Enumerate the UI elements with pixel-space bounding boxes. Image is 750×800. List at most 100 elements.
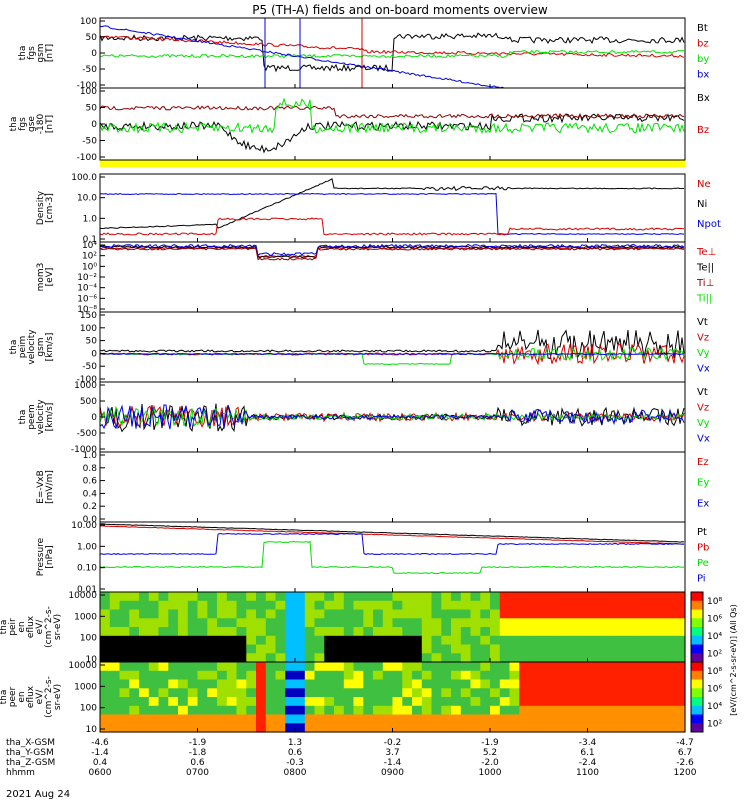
spec-cell — [451, 723, 462, 733]
spec-cell — [558, 679, 569, 689]
spec-cell — [451, 670, 462, 681]
spec-cell — [236, 592, 247, 602]
spec-cell — [616, 627, 628, 637]
spec-cell — [187, 714, 199, 724]
spec-cell — [597, 697, 608, 707]
legend-Vx: Vx — [697, 364, 710, 375]
spec-cell — [675, 688, 686, 698]
colorbar-tick: 10⁴ — [707, 702, 722, 712]
spec-cell — [529, 627, 540, 637]
spec-cell — [451, 644, 462, 654]
spec-cell — [109, 600, 121, 611]
spec-cell — [139, 697, 150, 707]
spec-cell — [616, 609, 628, 619]
spec-cell — [636, 627, 647, 637]
spec-cell — [363, 635, 374, 646]
colorbar-tick: 10⁸ — [707, 667, 722, 677]
spec-cell — [529, 705, 540, 716]
spec-cell — [353, 662, 364, 672]
spec-cell — [519, 592, 530, 602]
spec-cell — [470, 688, 481, 698]
spec-cell — [665, 609, 676, 619]
spec-cell — [490, 609, 501, 619]
spec-cell — [382, 662, 394, 672]
quality-bar — [100, 160, 685, 167]
y-tick-label: 1.0 — [83, 214, 98, 224]
y-tick-label: 100 — [80, 324, 97, 334]
y-tick-label: 10.0 — [77, 194, 97, 204]
spec-cell — [587, 688, 598, 698]
spec-cell — [665, 600, 676, 611]
spec-cell — [665, 679, 676, 689]
spec-cell — [207, 609, 218, 619]
spec-cell — [655, 723, 667, 733]
spec-cell — [577, 627, 589, 637]
spec-cell — [607, 618, 618, 628]
spec-cell — [646, 697, 657, 707]
spec-cell — [295, 627, 306, 637]
spec-cell — [334, 653, 345, 663]
spec-cell — [168, 609, 179, 619]
spec-cell — [343, 662, 355, 672]
spec-cell — [119, 662, 130, 672]
spec-cell — [451, 679, 462, 689]
spec-cell — [587, 653, 598, 663]
panel-frame — [99, 17, 686, 89]
y-tick-label: -100 — [77, 153, 98, 163]
spec-cell — [519, 679, 530, 689]
spec-cell — [217, 662, 228, 672]
footer-value: 6.1 — [580, 748, 594, 758]
y-tick-label: 100 — [80, 87, 97, 97]
spec-cell — [197, 714, 208, 724]
spec-cell — [558, 670, 569, 681]
colorbar-tick: 10⁶ — [707, 685, 722, 695]
spec-cell — [558, 705, 569, 716]
spec-cell — [538, 592, 550, 602]
spec-cell — [607, 592, 618, 602]
spec-cell — [568, 592, 579, 602]
spec-cell — [626, 627, 637, 637]
spec-cell — [646, 723, 657, 733]
spec-cell — [441, 670, 452, 681]
spec-cell — [490, 653, 501, 663]
spec-cell — [187, 705, 199, 716]
spec-cell — [577, 618, 589, 628]
spec-cell — [295, 688, 306, 698]
spec-cell — [451, 653, 462, 663]
spec-cell — [304, 697, 316, 707]
spec-cell — [353, 670, 364, 681]
spec-cell — [295, 723, 306, 733]
spec-cell — [675, 705, 686, 716]
spec-cell — [421, 644, 433, 654]
spec-cell — [158, 592, 169, 602]
spec-cell — [597, 618, 608, 628]
spec-cell — [402, 723, 413, 733]
spec-cell — [441, 714, 452, 724]
spec-cell — [139, 688, 150, 698]
spec-cell — [363, 609, 374, 619]
spec-cell — [480, 679, 491, 689]
y-axis-label: tha — [18, 410, 28, 425]
y-tick-label: 0 — [91, 349, 97, 359]
spec-cell — [256, 688, 267, 698]
spec-cell — [392, 600, 403, 611]
spec-cell — [158, 670, 169, 681]
spec-cell — [490, 697, 501, 707]
spec-cell — [382, 644, 394, 654]
spec-cell — [568, 609, 579, 619]
panel-7: 1.0 0.8 0.6 0.4 0.2 0.0 E=-VxB [mV/m] Ez Ey Ex — [36, 451, 709, 525]
spec-cell — [529, 635, 540, 646]
date-label: 2021 Aug 24 — [6, 789, 70, 800]
spec-cell — [490, 670, 501, 681]
spec-cell — [538, 653, 550, 663]
spec-cell — [421, 714, 433, 724]
spec-cell — [119, 705, 130, 716]
spec-cell — [139, 714, 150, 724]
spec-cell — [655, 635, 667, 646]
spec-cell — [217, 679, 228, 689]
spec-cell — [226, 679, 238, 689]
spec-cell — [480, 627, 491, 637]
spec-cell — [314, 635, 325, 646]
spec-cell — [187, 609, 199, 619]
y-axis-label: gse — [27, 116, 37, 132]
